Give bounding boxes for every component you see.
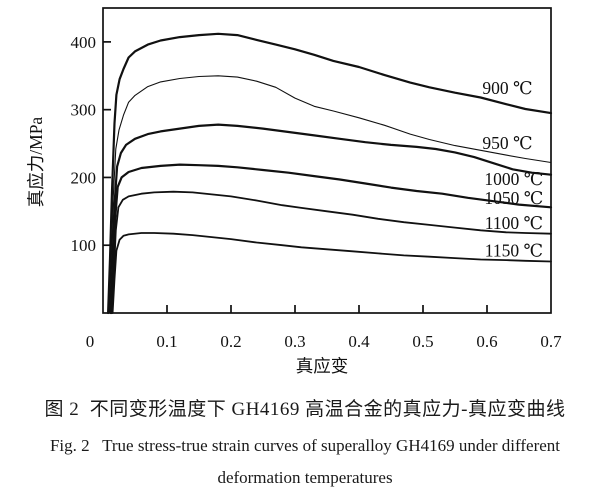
curve-1150c (111, 232, 552, 314)
y-tick-label: 300 (71, 101, 97, 120)
curve-1050c (110, 163, 553, 315)
y-tick-label: 200 (71, 168, 97, 187)
curve-label-1100c: 1100 ℃ (485, 213, 543, 233)
caption-chinese: 图 2 不同变形温度下 GH4169 高温合金的真应力-真应变曲线 (44, 399, 566, 420)
x-tick-label: 0.6 (476, 332, 497, 351)
curve-label-950c: 950 ℃ (482, 133, 532, 153)
x-tick-label: 0.2 (220, 332, 241, 351)
y-tick-label: 400 (71, 33, 97, 52)
stress-strain-chart: 0 0.1 0.2 0.3 0.4 0.5 0.6 0.7 100 200 300 400 真应变 真应力… (26, 7, 562, 376)
curve-label-1150c: 1150 ℃ (485, 241, 543, 261)
curve-label-1000c: 1000 ℃ (484, 169, 543, 189)
x-tick-label: 0.3 (284, 332, 305, 351)
x-axis-title: 真应变 (296, 356, 349, 376)
curve-900c (106, 32, 553, 315)
curve-1100c (111, 190, 552, 314)
plot-frame (102, 7, 552, 314)
curve-label-1050c: 1050 ℃ (484, 188, 543, 208)
y-tick-label: 100 (71, 236, 97, 255)
x-tick-label: 0.5 (412, 332, 433, 351)
x-tick-label: 0.4 (348, 332, 370, 351)
x-tick-label: 0 (86, 332, 95, 351)
curve-950c (108, 75, 552, 314)
y-axis-title: 真应力/MPa (26, 117, 46, 208)
curve-1000c (109, 123, 553, 315)
caption-english-line2: deformation temperatures (217, 468, 393, 487)
caption-english-line1: Fig. 2 True stress-true strain curves of… (49, 436, 561, 455)
x-tick-label: 0.7 (540, 332, 562, 351)
curve-label-900c: 900 ℃ (482, 78, 532, 98)
x-tick-label: 0.1 (156, 332, 177, 351)
